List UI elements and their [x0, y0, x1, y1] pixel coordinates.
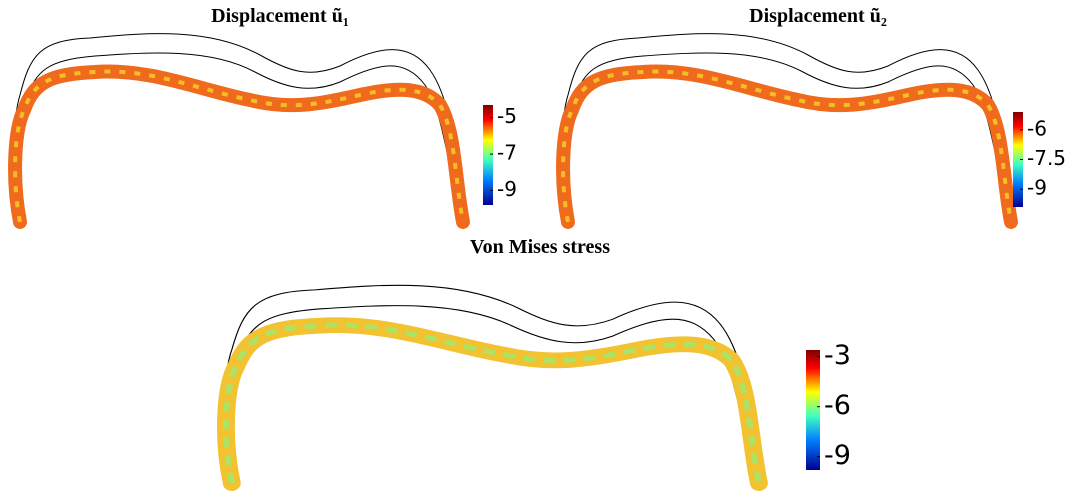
tick-label: -7.5 [1027, 146, 1066, 170]
plot-2 [562, 34, 1014, 228]
colorbar-gradient [483, 105, 493, 205]
panel-title: Displacement ũ₁ [211, 5, 349, 27]
colorbar-gradient [806, 350, 820, 470]
colorbar: -5 -7 -9 [483, 104, 517, 205]
colorbar-gradient [1013, 112, 1023, 207]
tick-label: -6 [824, 390, 851, 421]
colorbar: -6 -7.5 -9 [1013, 112, 1066, 207]
tick-label: -9 [497, 177, 517, 201]
plot-1 [14, 34, 466, 228]
colorbar: -3 -6 -9 [806, 340, 851, 471]
panel-title: Von Mises stress [470, 236, 610, 258]
panel-title: Displacement ũ₂ [749, 5, 887, 27]
tick-label: -7 [497, 141, 517, 165]
plot-3 [224, 285, 761, 489]
tick-label: -9 [824, 440, 851, 471]
tick-label: -3 [824, 340, 851, 371]
tick-label: -5 [497, 104, 517, 128]
tick-label: -9 [1027, 176, 1047, 200]
tick-label: -6 [1027, 116, 1047, 140]
